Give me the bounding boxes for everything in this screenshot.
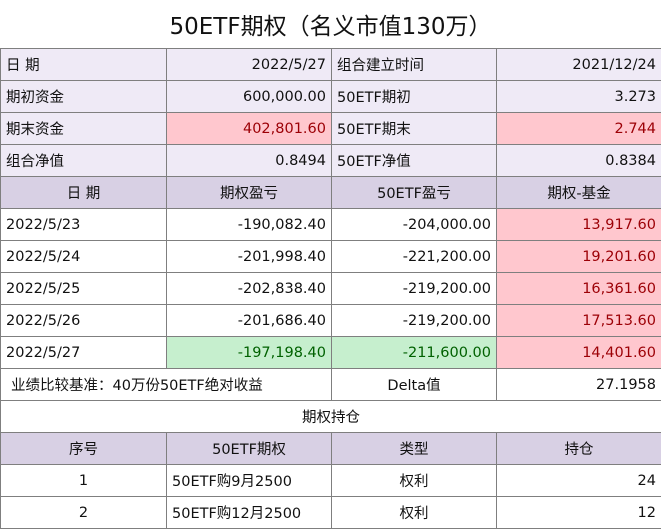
daily-date[interactable]: 2022/5/26 (0, 304, 167, 337)
position-contract[interactable]: 50ETF购12月2500 (166, 496, 332, 529)
nav-value[interactable]: 0.8494 (166, 144, 332, 177)
etf-nav-value[interactable]: 0.8384 (496, 144, 661, 177)
position-qty[interactable]: 24 (496, 464, 661, 497)
daily-date[interactable]: 2022/5/23 (0, 208, 167, 241)
daily-option-pnl[interactable]: -202,838.40 (166, 272, 332, 305)
daily-etf-pnl[interactable]: -219,200.00 (331, 272, 497, 305)
daily-row: 2022/5/27 -197,198.40 -211,600.00 14,401… (0, 336, 661, 369)
etf-nav-label[interactable]: 50ETF净值 (331, 144, 497, 177)
position-row: 2 50ETF购12月2500 权利 12 (0, 496, 661, 529)
position-contract[interactable]: 50ETF购9月2500 (166, 464, 332, 497)
daily-etf-pnl[interactable]: -219,200.00 (331, 304, 497, 337)
final-funds-label[interactable]: 期末资金 (0, 112, 167, 145)
final-funds-value[interactable]: 402,801.60 (166, 112, 332, 145)
build-time-value[interactable]: 2021/12/24 (496, 48, 661, 81)
initial-funds-value[interactable]: 600,000.00 (166, 80, 332, 113)
daily-diff[interactable]: 13,917.60 (496, 208, 661, 241)
daily-option-pnl[interactable]: -201,686.40 (166, 304, 332, 337)
delta-value[interactable]: 27.1958 (496, 368, 661, 401)
date-label[interactable]: 日 期 (0, 48, 167, 81)
position-type[interactable]: 权利 (331, 464, 497, 497)
header-no[interactable]: 序号 (0, 432, 167, 465)
daily-row: 2022/5/24 -201,998.40 -221,200.00 19,201… (0, 240, 661, 273)
daily-row: 2022/5/23 -190,082.40 -204,000.00 13,917… (0, 208, 661, 241)
daily-etf-pnl[interactable]: -204,000.00 (331, 208, 497, 241)
date-value[interactable]: 2022/5/27 (166, 48, 332, 81)
daily-date[interactable]: 2022/5/27 (0, 336, 167, 369)
position-no[interactable]: 2 (0, 496, 167, 529)
position-no[interactable]: 1 (0, 464, 167, 497)
daily-diff[interactable]: 17,513.60 (496, 304, 661, 337)
daily-row: 2022/5/25 -202,838.40 -219,200.00 16,361… (0, 272, 661, 305)
daily-diff[interactable]: 19,201.60 (496, 240, 661, 273)
daily-date[interactable]: 2022/5/25 (0, 272, 167, 305)
header-date[interactable]: 日 期 (0, 176, 167, 209)
positions-title[interactable]: 期权持仓 (0, 400, 661, 433)
daily-etf-pnl[interactable]: -211,600.00 (331, 336, 497, 369)
header-etf-pnl[interactable]: 50ETF盈亏 (331, 176, 497, 209)
header-type[interactable]: 类型 (331, 432, 497, 465)
positions-header-row: 序号 50ETF期权 类型 持仓 (0, 432, 661, 465)
benchmark-label[interactable]: 业绩比较基准：40万份50ETF绝对收益 (0, 368, 332, 401)
header-qty[interactable]: 持仓 (496, 432, 661, 465)
summary-row-final: 期末资金 402,801.60 50ETF期末 2.744 (0, 112, 661, 145)
daily-option-pnl[interactable]: -197,198.40 (166, 336, 332, 369)
daily-diff[interactable]: 16,361.60 (496, 272, 661, 305)
position-qty[interactable]: 12 (496, 496, 661, 529)
delta-label[interactable]: Delta值 (331, 368, 497, 401)
etf-initial-label[interactable]: 50ETF期初 (331, 80, 497, 113)
daily-option-pnl[interactable]: -190,082.40 (166, 208, 332, 241)
etf-initial-value[interactable]: 3.273 (496, 80, 661, 113)
sheet-title: 50ETF期权（名义市值130万） (0, 0, 661, 49)
position-row: 1 50ETF购9月2500 权利 24 (0, 464, 661, 497)
header-option-pnl[interactable]: 期权盈亏 (166, 176, 332, 209)
benchmark-row: 业绩比较基准：40万份50ETF绝对收益 Delta值 27.1958 (0, 368, 661, 401)
daily-row: 2022/5/26 -201,686.40 -219,200.00 17,513… (0, 304, 661, 337)
position-type[interactable]: 权利 (331, 496, 497, 529)
summary-row-initial: 期初资金 600,000.00 50ETF期初 3.273 (0, 80, 661, 113)
summary-row-nav: 组合净值 0.8494 50ETF净值 0.8384 (0, 144, 661, 177)
summary-row-date: 日 期 2022/5/27 组合建立时间 2021/12/24 (0, 48, 661, 81)
etf-final-value[interactable]: 2.744 (496, 112, 661, 145)
etf-final-label[interactable]: 50ETF期末 (331, 112, 497, 145)
report-table: 日 期 2022/5/27 组合建立时间 2021/12/24 期初资金 600… (0, 48, 661, 529)
daily-etf-pnl[interactable]: -221,200.00 (331, 240, 497, 273)
header-contract[interactable]: 50ETF期权 (166, 432, 332, 465)
initial-funds-label[interactable]: 期初资金 (0, 80, 167, 113)
daily-date[interactable]: 2022/5/24 (0, 240, 167, 273)
daily-diff[interactable]: 14,401.60 (496, 336, 661, 369)
header-diff[interactable]: 期权-基金 (496, 176, 661, 209)
build-time-label[interactable]: 组合建立时间 (331, 48, 497, 81)
daily-option-pnl[interactable]: -201,998.40 (166, 240, 332, 273)
daily-header-row: 日 期 期权盈亏 50ETF盈亏 期权-基金 (0, 176, 661, 209)
positions-title-row: 期权持仓 (0, 400, 661, 433)
nav-label[interactable]: 组合净值 (0, 144, 167, 177)
